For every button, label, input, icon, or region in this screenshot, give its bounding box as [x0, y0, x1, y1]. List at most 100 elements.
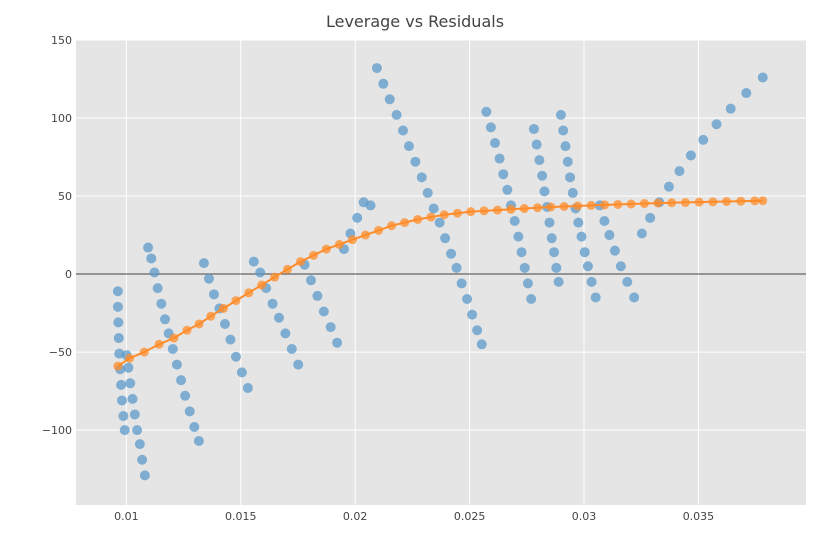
fit-point	[722, 197, 732, 207]
data-point	[293, 359, 304, 370]
data-point	[622, 276, 633, 287]
data-point	[582, 261, 593, 272]
data-point	[498, 169, 509, 180]
data-point	[428, 203, 439, 214]
data-point	[456, 278, 467, 289]
data-point	[422, 187, 433, 198]
data-point	[193, 436, 204, 447]
fit-point	[270, 272, 280, 282]
fit-point	[736, 196, 746, 206]
y-axis: 150 100 50 0 −50 −100	[42, 34, 72, 437]
data-point	[462, 294, 473, 305]
data-point	[513, 231, 524, 242]
data-point	[446, 248, 457, 259]
fit-point	[466, 207, 476, 217]
fit-point	[533, 203, 543, 213]
chart-title: Leverage vs Residuals	[326, 12, 504, 31]
data-point	[604, 230, 615, 241]
fit-point	[206, 311, 216, 321]
data-point	[125, 378, 136, 389]
data-point	[189, 421, 200, 432]
fit-point	[573, 201, 583, 211]
data-point	[509, 216, 520, 227]
data-point	[549, 247, 560, 258]
fit-point	[194, 319, 204, 329]
data-point	[403, 141, 414, 152]
data-point	[325, 322, 336, 333]
fit-point	[374, 225, 384, 235]
data-point	[398, 125, 409, 136]
fit-point	[452, 208, 462, 218]
data-point	[137, 454, 148, 465]
data-point	[167, 343, 178, 354]
data-point	[416, 172, 427, 183]
data-point	[674, 166, 685, 177]
data-point	[171, 359, 182, 370]
data-point	[467, 309, 478, 320]
fit-point	[309, 250, 319, 260]
fit-point	[667, 198, 677, 208]
data-point	[531, 139, 542, 150]
data-point	[248, 256, 259, 267]
fit-point	[244, 288, 254, 298]
data-point	[208, 289, 219, 300]
data-point	[152, 283, 163, 294]
data-point	[113, 333, 124, 344]
fit-point	[708, 197, 718, 207]
data-point	[615, 261, 626, 272]
x-tick-label: 0.015	[225, 510, 257, 523]
data-point	[757, 72, 768, 83]
data-point	[156, 298, 167, 309]
fit-point	[613, 199, 623, 209]
data-point	[565, 172, 576, 183]
data-point	[236, 367, 247, 378]
fit-point	[493, 205, 503, 215]
data-point	[502, 184, 513, 195]
fit-point	[479, 206, 489, 216]
data-point	[267, 298, 278, 309]
data-point	[519, 262, 530, 273]
data-point	[599, 216, 610, 227]
data-point	[112, 286, 123, 297]
data-point	[534, 155, 545, 166]
data-point	[560, 141, 571, 152]
fit-point	[519, 204, 529, 214]
data-point	[306, 275, 317, 286]
data-point	[609, 245, 620, 256]
data-point	[516, 247, 527, 258]
fit-point	[639, 199, 649, 209]
data-point	[590, 292, 601, 303]
fit-point	[113, 361, 123, 371]
data-point	[451, 262, 462, 273]
fit-point	[347, 235, 357, 245]
data-point	[490, 137, 501, 148]
y-tick-label: 50	[58, 190, 72, 203]
x-tick-label: 0.01	[114, 510, 139, 523]
series-layer	[112, 63, 768, 481]
data-point	[160, 314, 171, 325]
data-point	[725, 103, 736, 114]
fit-point	[586, 200, 596, 210]
fit-point	[626, 199, 636, 209]
data-point	[318, 306, 329, 317]
data-point	[143, 242, 154, 253]
data-point	[242, 382, 253, 393]
data-point	[203, 273, 214, 284]
data-point	[579, 247, 590, 258]
data-point	[312, 290, 323, 301]
data-point	[472, 325, 483, 336]
y-tick-label: −100	[42, 424, 72, 437]
data-point	[440, 233, 451, 244]
fit-point	[231, 296, 241, 306]
fit-point	[360, 230, 370, 240]
data-point	[551, 262, 562, 273]
y-tick-label: −50	[49, 346, 72, 359]
data-point	[118, 411, 129, 422]
data-point	[255, 267, 266, 278]
data-point	[663, 181, 674, 192]
data-point	[127, 393, 138, 404]
fit-point	[169, 333, 179, 343]
plot-area	[76, 40, 806, 505]
data-point	[134, 439, 145, 450]
y-tick-label: 150	[51, 34, 72, 47]
